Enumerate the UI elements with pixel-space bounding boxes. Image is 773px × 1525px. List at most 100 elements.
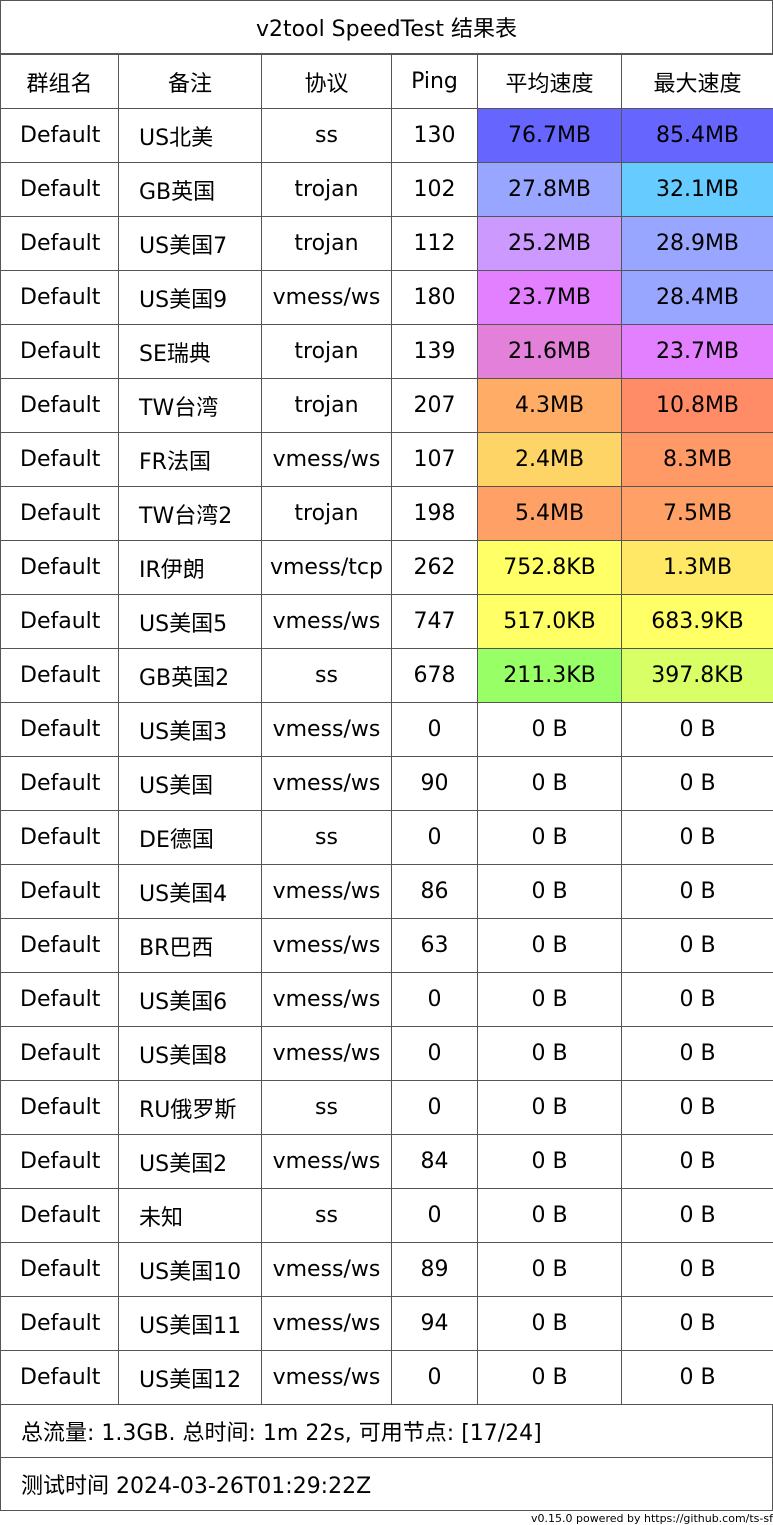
cell-avg-speed: 517.0KB: [477, 594, 622, 649]
header-ping: Ping: [391, 54, 478, 109]
cell-protocol: ss: [261, 1188, 392, 1243]
cell-protocol: trojan: [261, 324, 392, 379]
cell-max-speed: 32.1MB: [621, 162, 773, 217]
cell-max-speed: 0 B: [621, 1350, 773, 1405]
cell-group: Default: [0, 432, 119, 487]
cell-max-speed: 7.5MB: [621, 486, 773, 541]
cell-protocol: ss: [261, 810, 392, 865]
cell-remark: US美国11: [118, 1296, 262, 1351]
table-title: v2tool SpeedTest 结果表: [0, 0, 773, 54]
cell-remark: US美国2: [118, 1134, 262, 1189]
cell-avg-speed: 23.7MB: [477, 270, 622, 325]
cell-remark: US美国8: [118, 1026, 262, 1081]
cell-avg-speed: 5.4MB: [477, 486, 622, 541]
cell-protocol: vmess/ws: [261, 270, 392, 325]
cell-ping: 90: [391, 756, 478, 811]
cell-max-speed: 0 B: [621, 864, 773, 919]
table-row: Default US美国7 trojan 112 25.2MB 28.9MB: [0, 216, 773, 271]
cell-ping: 89: [391, 1242, 478, 1297]
cell-remark: US美国7: [118, 216, 262, 271]
cell-ping: 0: [391, 1350, 478, 1405]
cell-remark: US美国5: [118, 594, 262, 649]
cell-protocol: vmess/ws: [261, 1134, 392, 1189]
cell-remark: RU俄罗斯: [118, 1080, 262, 1135]
cell-protocol: vmess/ws: [261, 864, 392, 919]
cell-max-speed: 0 B: [621, 702, 773, 757]
header-row: 群组名 备注 协议 Ping 平均速度 最大速度: [0, 54, 773, 109]
cell-remark: TW台湾2: [118, 486, 262, 541]
cell-avg-speed: 25.2MB: [477, 216, 622, 271]
cell-ping: 0: [391, 1188, 478, 1243]
cell-ping: 0: [391, 1080, 478, 1135]
cell-group: Default: [0, 162, 119, 217]
cell-group: Default: [0, 756, 119, 811]
cell-avg-speed: 0 B: [477, 1080, 622, 1135]
cell-max-speed: 0 B: [621, 810, 773, 865]
cell-remark: US美国9: [118, 270, 262, 325]
cell-protocol: trojan: [261, 216, 392, 271]
table-row: Default US美国5 vmess/ws 747 517.0KB 683.9KB: [0, 594, 773, 649]
cell-group: Default: [0, 1080, 119, 1135]
cell-avg-speed: 0 B: [477, 1134, 622, 1189]
table-row: Default GB英国 trojan 102 27.8MB 32.1MB: [0, 162, 773, 217]
cell-ping: 198: [391, 486, 478, 541]
cell-ping: 0: [391, 810, 478, 865]
table-row: Default US北美 ss 130 76.7MB 85.4MB: [0, 108, 773, 163]
cell-remark: US美国: [118, 756, 262, 811]
cell-ping: 0: [391, 1026, 478, 1081]
cell-group: Default: [0, 1134, 119, 1189]
table-row: Default TW台湾 trojan 207 4.3MB 10.8MB: [0, 378, 773, 433]
cell-avg-speed: 0 B: [477, 1296, 622, 1351]
cell-remark: TW台湾: [118, 378, 262, 433]
cell-group: Default: [0, 378, 119, 433]
cell-group: Default: [0, 1296, 119, 1351]
cell-remark: US北美: [118, 108, 262, 163]
cell-group: Default: [0, 108, 119, 163]
cell-max-speed: 23.7MB: [621, 324, 773, 379]
cell-avg-speed: 0 B: [477, 972, 622, 1027]
cell-remark: DE德国: [118, 810, 262, 865]
table-body: Default US北美 ss 130 76.7MB 85.4MB Default GB英国 t…: [0, 108, 773, 1405]
cell-group: Default: [0, 1026, 119, 1081]
cell-protocol: vmess/ws: [261, 918, 392, 973]
cell-avg-speed: 0 B: [477, 918, 622, 973]
cell-remark: US美国3: [118, 702, 262, 757]
cell-protocol: vmess/ws: [261, 1026, 392, 1081]
cell-group: Default: [0, 216, 119, 271]
version-credit: v0.15.0 powered by https://github.com/ts…: [530, 1512, 773, 1525]
cell-max-speed: 683.9KB: [621, 594, 773, 649]
cell-avg-speed: 76.7MB: [477, 108, 622, 163]
summary-row: 总流量: 1.3GB. 总时间: 1m 22s, 可用节点: [17/24]: [0, 1405, 773, 1458]
results-table: 群组名 备注 协议 Ping 平均速度 最大速度 Default US北美 ss 13…: [0, 54, 773, 1405]
cell-max-speed: 0 B: [621, 1242, 773, 1297]
cell-group: Default: [0, 540, 119, 595]
cell-max-speed: 0 B: [621, 756, 773, 811]
cell-avg-speed: 21.6MB: [477, 324, 622, 379]
table-row: Default TW台湾2 trojan 198 5.4MB 7.5MB: [0, 486, 773, 541]
cell-group: Default: [0, 648, 119, 703]
cell-protocol: vmess/ws: [261, 972, 392, 1027]
cell-ping: 678: [391, 648, 478, 703]
cell-remark: FR法国: [118, 432, 262, 487]
cell-avg-speed: 4.3MB: [477, 378, 622, 433]
cell-remark: BR巴西: [118, 918, 262, 973]
cell-avg-speed: 0 B: [477, 1026, 622, 1081]
cell-avg-speed: 0 B: [477, 756, 622, 811]
cell-max-speed: 0 B: [621, 1188, 773, 1243]
cell-ping: 747: [391, 594, 478, 649]
cell-protocol: trojan: [261, 486, 392, 541]
cell-group: Default: [0, 594, 119, 649]
cell-max-speed: 0 B: [621, 1026, 773, 1081]
cell-ping: 139: [391, 324, 478, 379]
cell-avg-speed: 0 B: [477, 1350, 622, 1405]
cell-group: Default: [0, 1188, 119, 1243]
cell-ping: 0: [391, 972, 478, 1027]
cell-max-speed: 10.8MB: [621, 378, 773, 433]
